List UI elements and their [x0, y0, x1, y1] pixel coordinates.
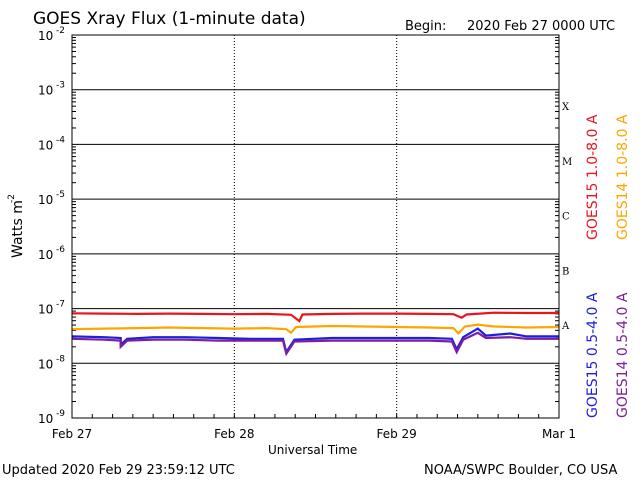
x-axis-title: Universal Time — [268, 443, 357, 457]
legend-entry: GOES15 0.5-4.0 A — [585, 292, 601, 418]
x-tick-label: Mar 1 — [542, 427, 576, 441]
source-credit: NOAA/SWPC Boulder, CO USA — [424, 463, 617, 478]
plot-frame — [71, 34, 560, 419]
y-tick-label: 10 — [38, 193, 53, 207]
y-tick-exponent: -7 — [56, 300, 65, 310]
begin-label: Begin: — [405, 19, 446, 34]
x-tick-label: Feb 29 — [376, 427, 416, 441]
series-line — [71, 323, 560, 336]
y-tick-exponent: -3 — [56, 81, 65, 91]
y-tick-exponent: -2 — [56, 26, 65, 36]
y-tick-label: 10 — [38, 84, 53, 98]
legend-entry: GOES14 0.5-4.0 A — [615, 292, 631, 418]
flare-class-X: X — [562, 102, 570, 113]
series-line — [71, 331, 559, 357]
legend-entry: GOES15 1.0-8.0 A — [585, 114, 601, 240]
y-tick-exponent: -5 — [56, 190, 65, 200]
y-tick-label: 10 — [38, 248, 53, 262]
flare-class-B: B — [562, 266, 569, 277]
y-axis-ticks: 10-210-310-410-510-610-710-810-9 — [38, 26, 65, 426]
series-line — [71, 327, 559, 355]
flare-class-A: A — [561, 321, 570, 332]
y-tick-exponent: -4 — [56, 135, 65, 145]
y-tick-exponent: -9 — [56, 409, 65, 419]
flare-class-M: M — [562, 157, 572, 168]
y-axis-label-exponent: -2 — [7, 194, 17, 203]
x-axis-ticks: Feb 27 Feb 28 Feb 29 Mar 1 — [52, 427, 576, 441]
x-tick-label: Feb 28 — [214, 427, 254, 441]
y-tick-exponent: -6 — [56, 245, 65, 255]
y-tick-label: 10 — [38, 29, 53, 43]
flare-class-C: C — [562, 212, 570, 223]
legend: GOES15 1.0-8.0 A GOES14 1.0-8.0 A GOES15 0… — [585, 114, 631, 418]
y-tick-label: 10 — [38, 412, 53, 426]
series-line — [71, 311, 559, 323]
flare-class-labels: X M C B A — [561, 102, 572, 332]
y-axis-label: Watts m — [10, 200, 26, 258]
y-tick-exponent: -8 — [56, 354, 65, 364]
legend-entry: GOES14 1.0-8.0 A — [615, 114, 631, 240]
plot-series — [71, 311, 560, 357]
y-tick-label: 10 — [38, 138, 53, 152]
begin-value: 2020 Feb 27 0000 UTC — [467, 19, 615, 34]
x-tick-label: Feb 27 — [52, 427, 92, 441]
y-axis-title: Watts m -2 — [7, 194, 26, 258]
y-tick-label: 10 — [38, 357, 53, 371]
chart-title: GOES Xray Flux (1-minute data) — [33, 9, 306, 29]
updated-timestamp: Updated 2020 Feb 29 23:59:12 UTC — [2, 463, 235, 478]
y-tick-label: 10 — [38, 303, 53, 317]
plot-grid — [71, 35, 560, 418]
